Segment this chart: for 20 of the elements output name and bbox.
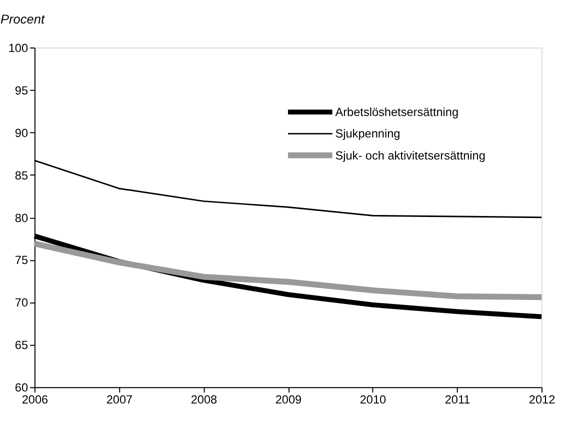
y-tick-label: 65 [14,338,28,352]
x-tick-label: 2006 [22,392,49,406]
legend-label: Sjuk- och aktivitetsersättning [335,148,486,162]
y-axis-title: Procent [0,11,45,26]
y-tick-label: 75 [14,253,28,268]
x-tick-label: 2010 [360,392,387,406]
x-tick-label: 2007 [106,392,133,406]
y-tick-label: 100 [8,40,28,55]
x-tick-label: 2011 [444,392,470,406]
y-tick-label: 90 [14,126,28,140]
y-tick-label: 85 [14,168,28,182]
legend-label: Sjukpenning [335,126,400,141]
y-tick-label: 70 [14,296,28,310]
x-tick-label: 2012 [528,392,556,406]
legend-label: Arbetslöshetsersättning [335,104,459,119]
x-tick-label: 2009 [275,392,302,406]
y-tick-label: 80 [14,210,28,225]
y-tick-label: 95 [14,83,28,98]
x-tick-label: 2008 [190,392,218,406]
y-tick-label: 60 [14,380,28,395]
